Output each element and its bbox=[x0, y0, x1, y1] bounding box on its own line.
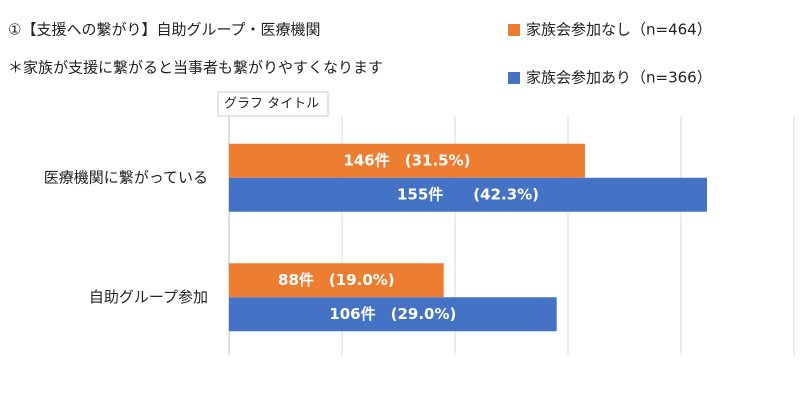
legend-label: 家族会参加あり（n=366） bbox=[526, 69, 712, 87]
value-label: 155件 (42.3%) bbox=[397, 185, 539, 203]
title-placeholder-box bbox=[217, 91, 329, 117]
legend-swatch bbox=[508, 24, 520, 36]
bar bbox=[229, 143, 585, 178]
chart-subtitle: ＊家族が支援に繋がると当事者も繋がりやすくなります bbox=[8, 59, 383, 77]
y-tick-label: 自助グループ参加 bbox=[89, 288, 208, 306]
legend-label: 家族会参加なし（n=464） bbox=[526, 21, 712, 39]
bar bbox=[229, 297, 557, 332]
value-label: 146件 (31.5%) bbox=[343, 151, 470, 169]
y-tick-label: 医療機関に繋がっている bbox=[44, 168, 208, 186]
bar bbox=[229, 263, 444, 298]
value-label: 88件 (19.0%) bbox=[278, 271, 395, 289]
chart-title: ①【支援への繋がり】自助グループ・医療機関 bbox=[8, 21, 321, 39]
legend-swatch bbox=[508, 72, 520, 84]
value-label: 106件 (29.0%) bbox=[329, 305, 456, 323]
bar bbox=[229, 177, 707, 212]
title-placeholder: グラフ タイトル bbox=[224, 97, 319, 112]
